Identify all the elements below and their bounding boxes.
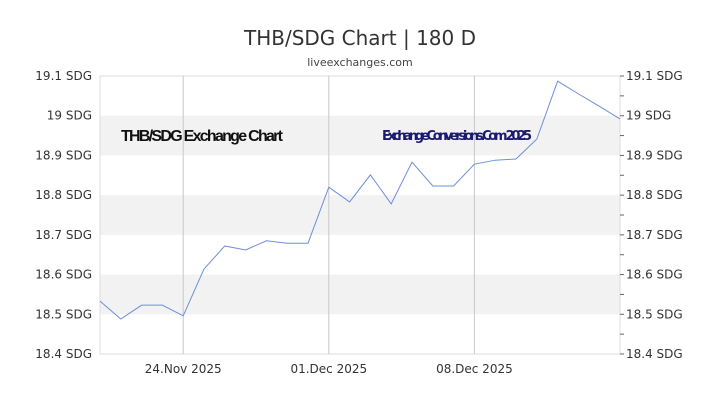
y-tick-label-left: 18.7 SDG xyxy=(35,228,92,242)
y-tick-label-left: 18.6 SDG xyxy=(35,268,92,282)
chart-title: THB/SDG Chart | 180 D xyxy=(243,26,476,50)
grid-band xyxy=(100,274,620,315)
y-tick-label-right: 18.7 SDG xyxy=(626,228,683,242)
grid-band xyxy=(100,115,620,156)
y-tick-label-right: 18.5 SDG xyxy=(626,307,683,321)
y-tick-label-left: 18.5 SDG xyxy=(35,307,92,321)
y-tick-label-right: 18.4 SDG xyxy=(626,347,683,361)
y-tick-label-right: 19.1 SDG xyxy=(626,69,683,83)
y-tick-label-left: 18.9 SDG xyxy=(35,148,92,162)
grid-band xyxy=(100,195,620,235)
y-tick-label-left: 19 SDG xyxy=(47,109,92,123)
y-tick-label-left: 19.1 SDG xyxy=(35,69,92,83)
watermark: ExchangeConversions.Com 2025 xyxy=(382,129,532,144)
y-tick-label-right: 19 SDG xyxy=(626,109,671,123)
y-tick-label-left: 18.8 SDG xyxy=(35,188,92,202)
y-tick-label-left: 18.4 SDG xyxy=(35,347,92,361)
series-line xyxy=(99,80,621,320)
x-tick-label: 01.Dec 2025 xyxy=(290,362,367,376)
inner-chart-label: THB/SDG Exchange Chart xyxy=(121,128,284,145)
chart-subtitle: liveexchanges.com xyxy=(307,56,413,69)
y-tick-label-right: 18.9 SDG xyxy=(626,148,683,162)
x-tick-label: 08.Dec 2025 xyxy=(436,362,513,376)
y-tick-label-right: 18.6 SDG xyxy=(626,268,683,282)
x-tick-label: 24.Nov 2025 xyxy=(145,362,222,376)
y-tick-label-right: 18.8 SDG xyxy=(626,188,683,202)
